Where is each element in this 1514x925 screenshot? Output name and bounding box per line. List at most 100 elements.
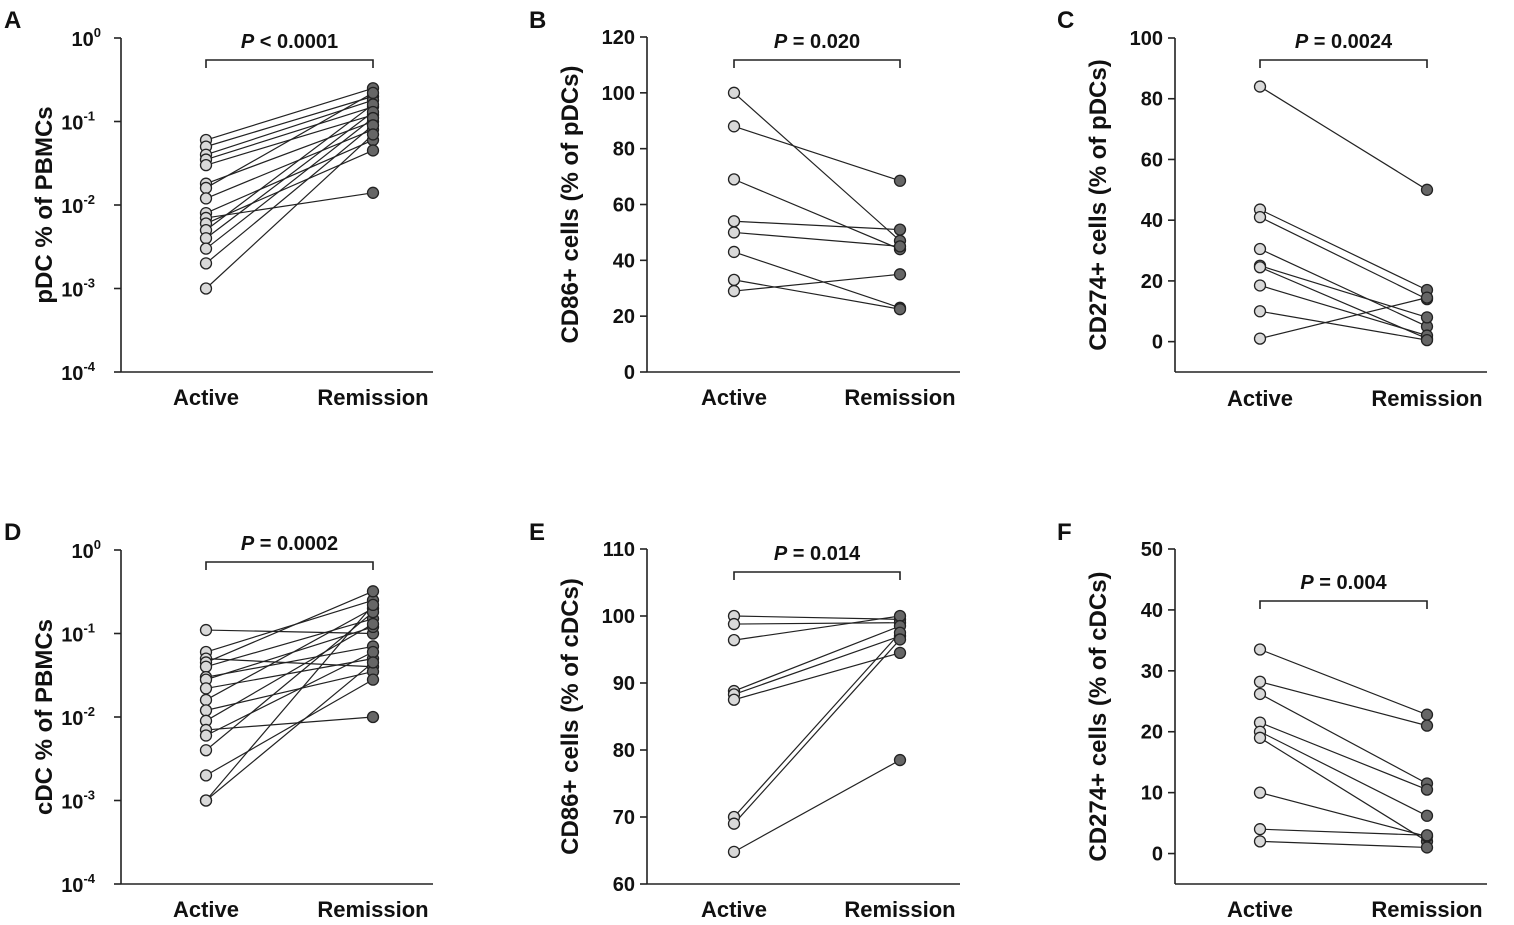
- active-point: [199, 704, 213, 717]
- active-point: [199, 794, 213, 807]
- pair-line: [205, 661, 374, 801]
- y-tick-label: 40: [613, 250, 635, 272]
- x-tick-label: Remission: [1371, 386, 1482, 411]
- remission-point: [366, 710, 380, 724]
- pair-line: [205, 604, 374, 801]
- x-tick-label: Active: [701, 897, 767, 920]
- pair-line: [733, 622, 901, 625]
- active-point: [727, 120, 741, 133]
- y-tick-label: 80: [613, 740, 635, 762]
- pair-line: [205, 192, 374, 219]
- pair-line: [205, 599, 374, 653]
- panel-letter: C: [1057, 7, 1074, 34]
- x-tick-label: Active: [1227, 386, 1293, 411]
- pair-line: [733, 632, 901, 818]
- active-point: [727, 845, 741, 858]
- remission-point: [366, 144, 380, 157]
- y-tick-label: 100: [1130, 28, 1163, 50]
- pair-line: [1259, 681, 1428, 727]
- panel-b: B 0 20 40 60 80 100 120 CD86+ cells (% of pDCs) A…: [529, 7, 960, 410]
- pair-line: [205, 658, 374, 689]
- panel-e: E 60 70 80 90 100 110 CD86+ cells (% of cDCs) Ac…: [529, 519, 960, 922]
- panel-letter: D: [4, 519, 21, 546]
- active-point: [727, 284, 741, 298]
- active-point: [727, 226, 741, 239]
- active-point: [1253, 80, 1267, 93]
- y-tick-label: 20: [1141, 271, 1163, 293]
- active-point: [727, 273, 741, 287]
- pair-line: [733, 251, 901, 309]
- active-point: [1253, 786, 1267, 799]
- pair-line: [733, 615, 901, 620]
- pair-line: [1259, 731, 1428, 817]
- active-point: [727, 617, 741, 631]
- pair-line: [205, 120, 374, 185]
- panel-letter: E: [529, 519, 545, 546]
- pair-line: [1259, 297, 1428, 340]
- pair-line: [1259, 216, 1428, 300]
- y-tick-label: 10-3: [61, 276, 95, 302]
- pair-line: [733, 615, 901, 641]
- pair-line: [205, 629, 374, 635]
- remission-point: [893, 753, 907, 767]
- pair-line: [205, 87, 374, 141]
- pair-line: [733, 759, 901, 853]
- panel-letter: F: [1057, 519, 1072, 546]
- pair-line: [205, 129, 374, 199]
- x-tick-label: Remission: [1371, 897, 1482, 920]
- y-tick-label: 120: [602, 27, 635, 49]
- y-tick-label: 0: [624, 362, 635, 384]
- panel-a: A 10-4 10-3 10-2 10-1 100 pDC % of PBMCs Active…: [4, 7, 433, 410]
- remission-point: [366, 645, 380, 659]
- active-point: [199, 769, 213, 782]
- pair-line: [733, 178, 901, 250]
- remission-point: [893, 303, 907, 316]
- y-tick-label: 20: [613, 306, 635, 328]
- significance-bracket: [733, 571, 901, 580]
- active-point: [199, 682, 213, 695]
- y-tick-label: 0: [1152, 332, 1163, 354]
- active-point: [727, 245, 741, 259]
- p-value-label: P = 0.0002: [241, 533, 338, 555]
- panel-f: F 0 10 20 30 40 50 CD274+ cells (% of cDCs) Acti…: [1057, 519, 1487, 922]
- p-value-label: P = 0.0024: [1295, 31, 1393, 53]
- panel-letter: A: [4, 7, 21, 34]
- remission-point: [1420, 783, 1434, 796]
- pair-line: [1259, 792, 1428, 838]
- active-point: [1253, 279, 1267, 292]
- y-tick-label: 10-4: [61, 359, 96, 385]
- p-value-label: P = 0.020: [774, 31, 860, 53]
- pair-line: [733, 92, 901, 242]
- active-point: [199, 744, 213, 757]
- p-value-label: P = 0.014: [774, 543, 861, 565]
- x-tick-label: Remission: [844, 897, 955, 920]
- pair-line: [205, 133, 374, 289]
- pair-line: [205, 106, 374, 161]
- remission-point: [366, 656, 380, 669]
- active-point: [1253, 305, 1267, 318]
- significance-bracket: [733, 59, 901, 68]
- y-tick-label: 60: [1141, 149, 1163, 171]
- y-tick-label: 10-4: [61, 871, 96, 897]
- significance-bracket: [205, 561, 374, 570]
- pair-line: [733, 279, 901, 310]
- x-tick-label: Remission: [844, 385, 955, 410]
- active-point: [199, 242, 213, 255]
- pair-line: [205, 139, 374, 214]
- y-axis-label: CD86+ cells (% of pDCs): [557, 65, 584, 343]
- y-axis-label: pDC % of PBMCs: [31, 106, 58, 303]
- active-point: [727, 215, 741, 228]
- pair-line: [733, 125, 901, 182]
- y-tick-label: 80: [1141, 89, 1163, 111]
- active-point: [1253, 731, 1267, 744]
- y-tick-label: 10-2: [61, 192, 95, 218]
- y-tick-label: 30: [1141, 661, 1163, 683]
- pair-line: [1259, 284, 1428, 337]
- remission-point: [1420, 183, 1434, 196]
- remission-point: [366, 617, 380, 631]
- remission-point: [1420, 719, 1434, 732]
- active-point: [199, 232, 213, 245]
- p-value-label: P < 0.0001: [241, 31, 338, 53]
- pair-line: [205, 95, 374, 148]
